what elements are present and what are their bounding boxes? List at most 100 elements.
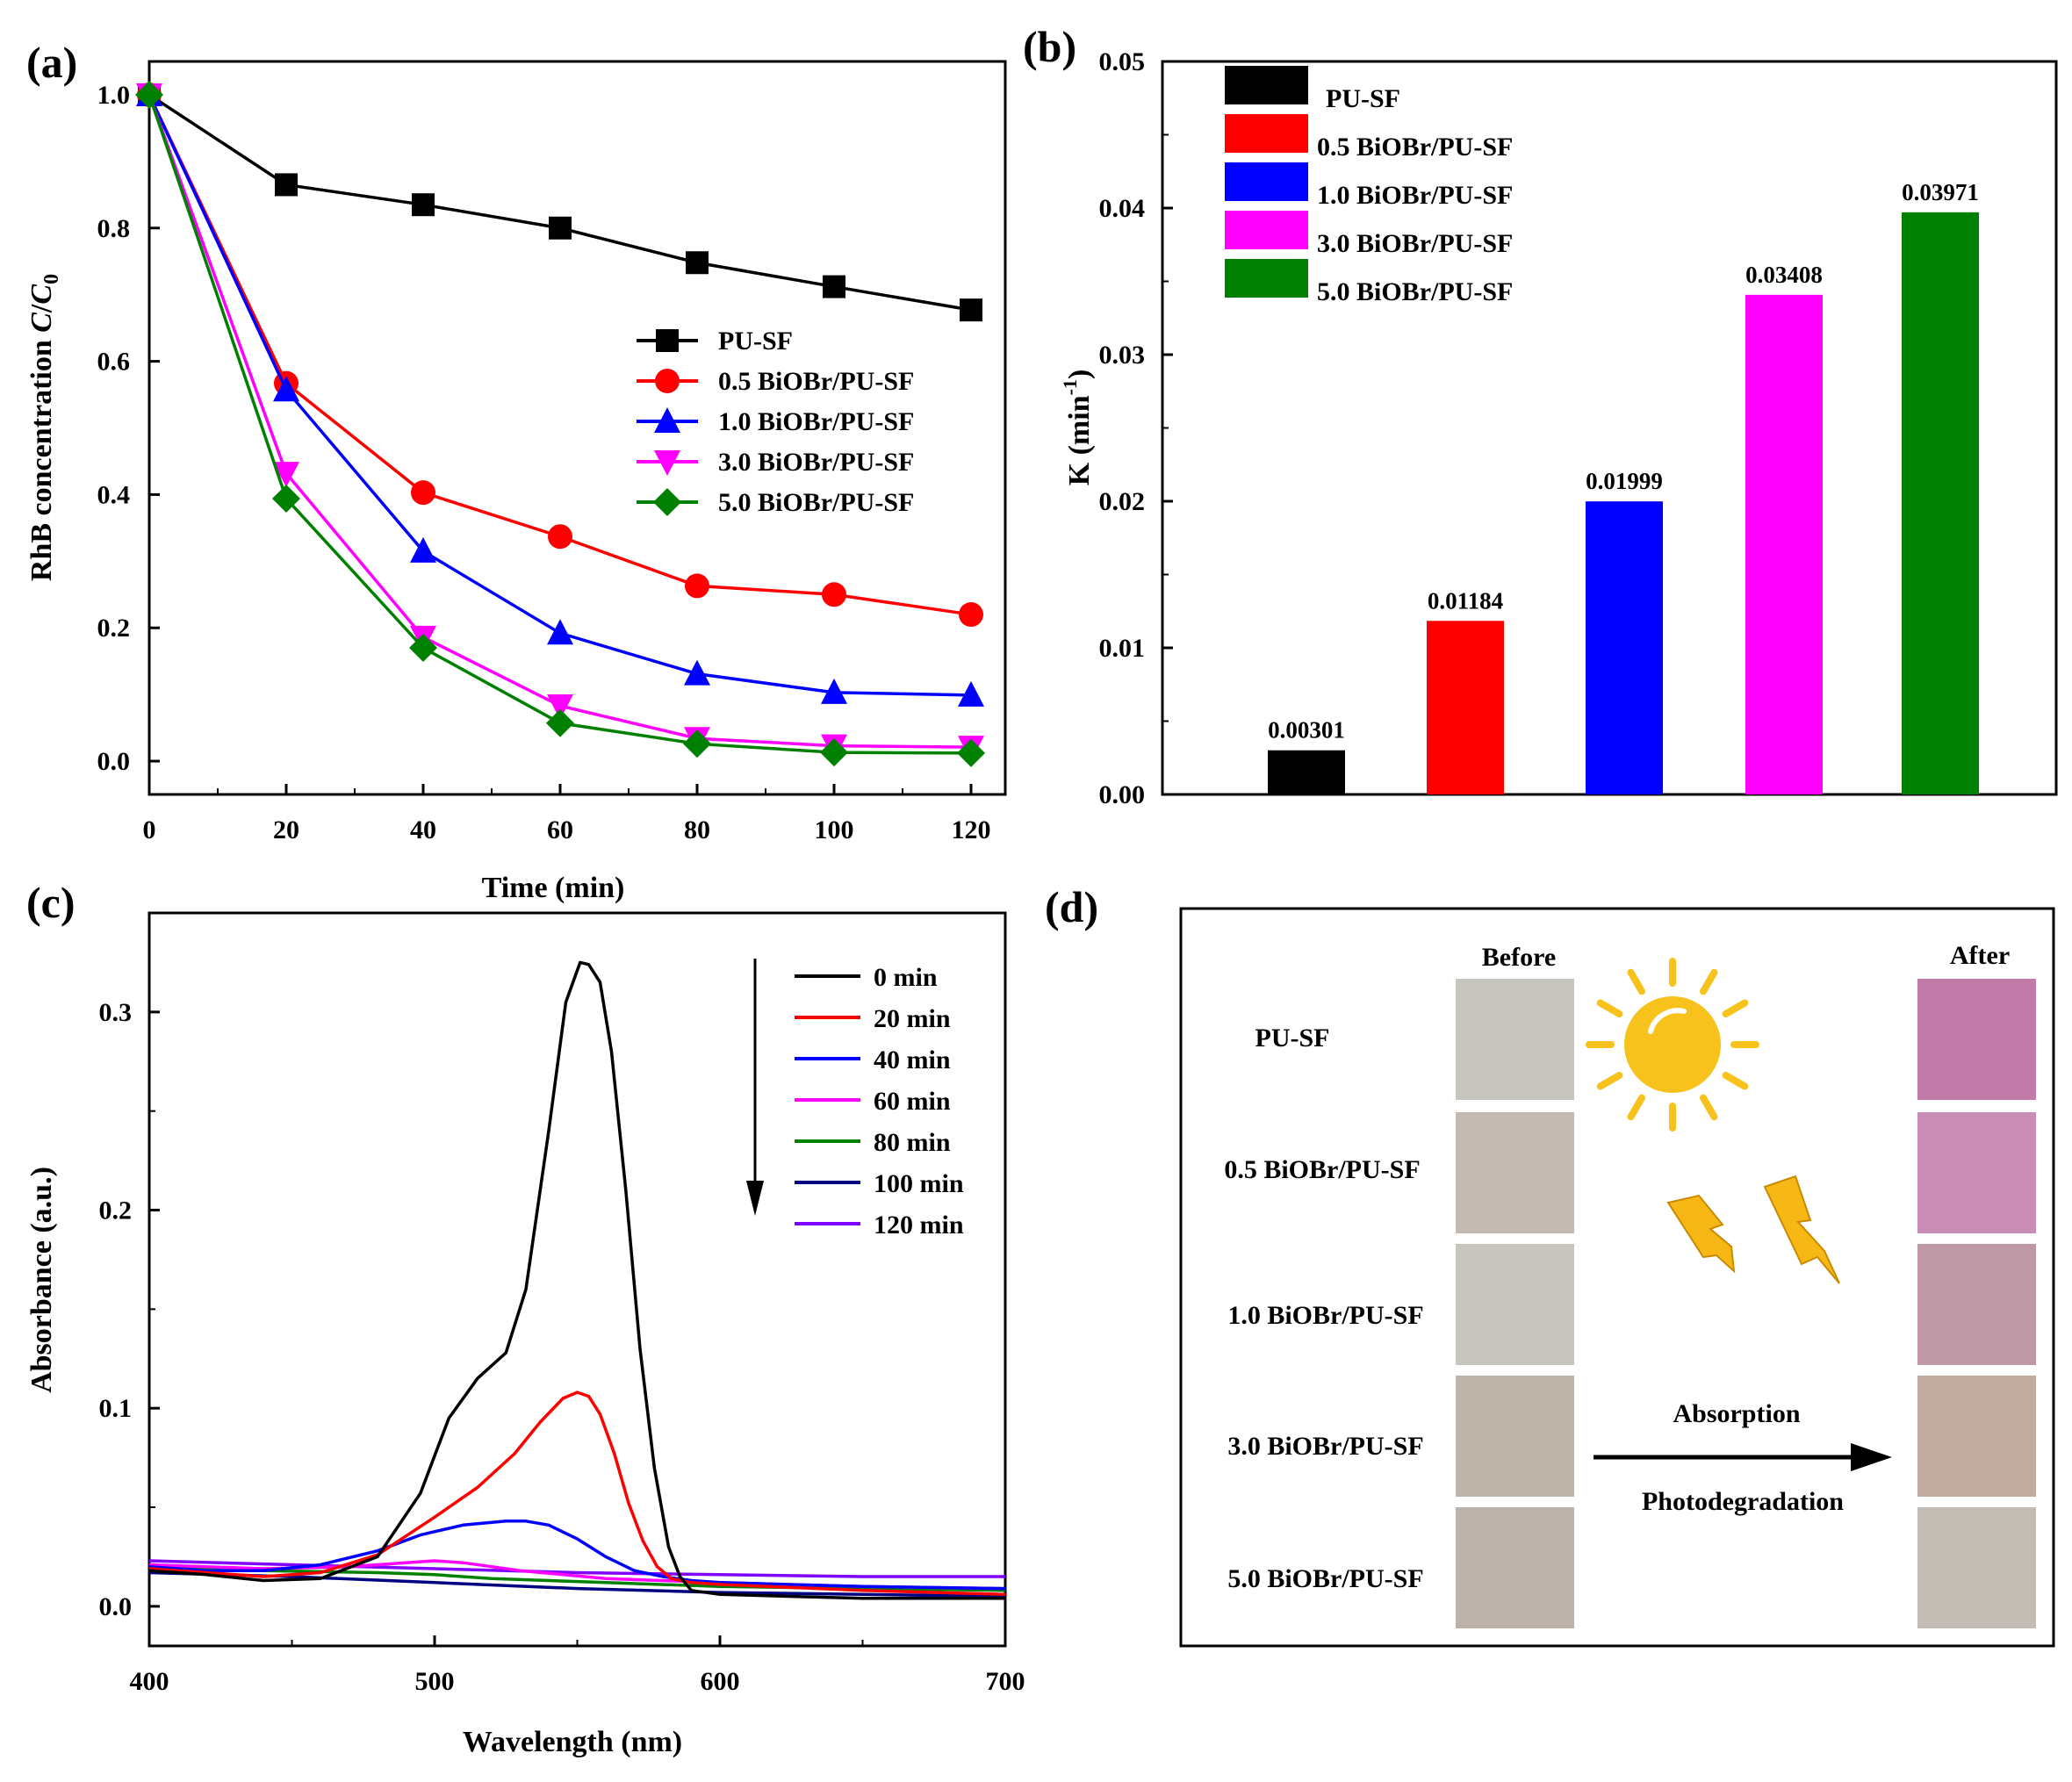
panel-a-y-axis-title: RhB concentration C/C0 — [25, 274, 63, 581]
panel-b-label: (b) — [1023, 22, 1076, 71]
panel-a-series — [135, 80, 985, 767]
panel-a-line-chart: (a) 0 20 40 60 80 100 120 0.0 0.2 0.4 0.6 0.8 1.0 Ti… — [25, 38, 1007, 904]
panel-b-bar — [1268, 750, 1345, 794]
panel-a-plot-frame — [147, 60, 1007, 796]
panel-a-x-axis-title: Time (min) — [482, 872, 625, 904]
after-sample-swatch — [1917, 1112, 2036, 1233]
after-sample-swatch — [1917, 979, 2036, 1100]
panel-a-legend-marker — [654, 450, 680, 476]
panel-a-data-point — [410, 536, 436, 563]
panel-c-label: (c) — [26, 878, 76, 927]
before-sample-swatch — [1456, 1376, 1574, 1497]
panel-c-line-chart: (c) 400 500 600 700 0.0 0.1 0.2 0.3 Wavelength … — [25, 878, 1025, 1758]
panel-a-legend-label: 5.0 BiOBr/PU-SF — [718, 488, 914, 517]
panel-a-data-point — [272, 484, 300, 513]
panel-a-data-point — [820, 738, 848, 767]
panel-a-data-point — [273, 462, 299, 488]
panel-a-data-point — [547, 694, 573, 721]
process-label-photodegradation: Photodegradation — [1642, 1487, 1844, 1516]
panel-a-legend: PU-SF 0.5 BiOBr/PU-SF 1.0 BiOBr/PU-SF 3.0 B… — [637, 327, 914, 517]
panel-a-data-point — [957, 738, 985, 767]
before-sample-swatch — [1456, 979, 1574, 1100]
panel-a-data-point — [411, 480, 435, 506]
panel-a-data-point — [273, 376, 299, 402]
panel-a-y-tick-label: 0.2 — [97, 614, 131, 643]
panel-c-y-axis-title: Absorbance (a.u.) — [25, 1167, 58, 1393]
panel-b-bar — [1586, 501, 1663, 794]
panel-b-bar-value-label: 0.01999 — [1586, 468, 1663, 494]
panel-a-data-point — [960, 298, 982, 322]
sun-ray — [1596, 1072, 1623, 1090]
panel-b-legend-label: 1.0 BiOBr/PU-SF — [1317, 181, 1513, 210]
process-arrow-head — [1851, 1443, 1892, 1471]
panel-a-data-point — [409, 634, 437, 662]
panel-a-data-point — [823, 275, 845, 298]
panel-c-spectrum-line — [148, 1559, 1005, 1578]
panel-a-data-point — [684, 659, 710, 686]
panel-a-data-point — [135, 80, 163, 109]
panel-c-legend-label: 20 min — [874, 1004, 951, 1033]
panel-c-legend-label: 40 min — [874, 1045, 951, 1074]
panel-b-legend-label: 5.0 BiOBr/PU-SF — [1317, 277, 1513, 306]
panel-c-series — [148, 960, 1006, 1600]
panel-a-x-tick-label: 40 — [410, 816, 436, 844]
sample-label: 1.0 BiOBr/PU-SF — [1227, 1301, 1423, 1330]
panel-b-y-tick-label: 0.03 — [1099, 341, 1146, 370]
panel-c-time-arrow-head — [746, 1181, 764, 1216]
sun-ray — [1700, 1094, 1718, 1121]
sun-ray — [1627, 1094, 1645, 1121]
panel-a-data-point — [548, 524, 572, 550]
panel-c-x-tick-label: 500 — [415, 1667, 455, 1696]
panel-c-y-tick-label: 0.3 — [99, 998, 133, 1027]
panel-a-y-tick-label: 1.0 — [97, 81, 131, 110]
sun-icon — [1586, 958, 1759, 1132]
panel-b-legend-label: PU-SF — [1326, 84, 1400, 113]
panel-b-y-tick-label: 0.02 — [1099, 487, 1146, 516]
panel-b-bars: 0.00301 0.01184 0.01999 0.03408 0.03971 — [1268, 179, 1979, 794]
panel-a-data-point — [547, 619, 573, 645]
panel-d-label: (d) — [1045, 882, 1098, 931]
panel-a-legend-label: 0.5 BiOBr/PU-SF — [718, 367, 914, 396]
panel-b-legend-label: 3.0 BiOBr/PU-SF — [1317, 229, 1513, 258]
panel-b-y-tick-label: 0.05 — [1099, 47, 1146, 76]
panel-c-y-tick-label: 0.1 — [99, 1394, 133, 1423]
panel-a-x-tick-label: 120 — [952, 816, 991, 844]
panel-a-y-tick-label: 0.6 — [97, 348, 131, 377]
sample-label: PU-SF — [1255, 1024, 1330, 1053]
panel-a-y-tick-label: 0.4 — [97, 480, 131, 509]
panel-b-legend-swatch — [1225, 162, 1308, 201]
sun-ray — [1722, 999, 1749, 1017]
panel-a-data-point — [958, 680, 984, 707]
panel-a-x-tick-label: 0 — [143, 816, 156, 844]
panel-c-legend-label: 0 min — [874, 963, 938, 992]
sample-label: 5.0 BiOBr/PU-SF — [1227, 1564, 1423, 1593]
after-sample-swatch — [1917, 1507, 2036, 1628]
panel-a-data-point — [549, 216, 572, 240]
panel-d-frame — [1179, 907, 2055, 1648]
panel-a-x-tick-label: 100 — [815, 816, 854, 844]
panel-b-legend-label: 0.5 BiOBr/PU-SF — [1317, 133, 1513, 162]
sun-ray — [1627, 968, 1645, 995]
panel-a-x-tick-label: 60 — [547, 816, 573, 844]
panel-b-y-axis-title: K (min-1) — [1059, 370, 1096, 486]
panel-c-x-axis-title: Wavelength (nm) — [463, 1726, 682, 1758]
panel-a-legend-label: 1.0 BiOBr/PU-SF — [718, 407, 914, 436]
panel-a-label: (a) — [26, 38, 77, 87]
panel-c-x-tick-label: 400 — [130, 1667, 169, 1696]
panel-c-spectrum-line — [148, 1570, 1006, 1599]
panel-b-legend-swatch — [1225, 211, 1308, 249]
panel-b-bar-value-label: 0.03971 — [1902, 179, 1979, 205]
panel-b-ticks: 0.00 0.01 0.02 0.03 0.04 0.05 — [1099, 47, 1173, 809]
panel-c-legend-label: 60 min — [874, 1087, 951, 1116]
panel-c-legend-label: 100 min — [874, 1169, 964, 1198]
after-column-title: After — [1950, 941, 2010, 970]
panel-a-data-point — [822, 582, 846, 607]
panel-a-data-point — [821, 678, 847, 704]
panel-b-legend-swatch — [1225, 114, 1308, 153]
panel-d-samples: PU-SF 0.5 BiOBr/PU-SF 1.0 BiOBr/PU-SF 3.0 B… — [1224, 979, 2036, 1628]
panel-a-data-point — [683, 729, 711, 758]
panel-a-legend-marker — [653, 488, 681, 516]
panel-a-y-tick-label: 0.0 — [97, 747, 131, 776]
panel-a-data-point — [959, 602, 983, 628]
